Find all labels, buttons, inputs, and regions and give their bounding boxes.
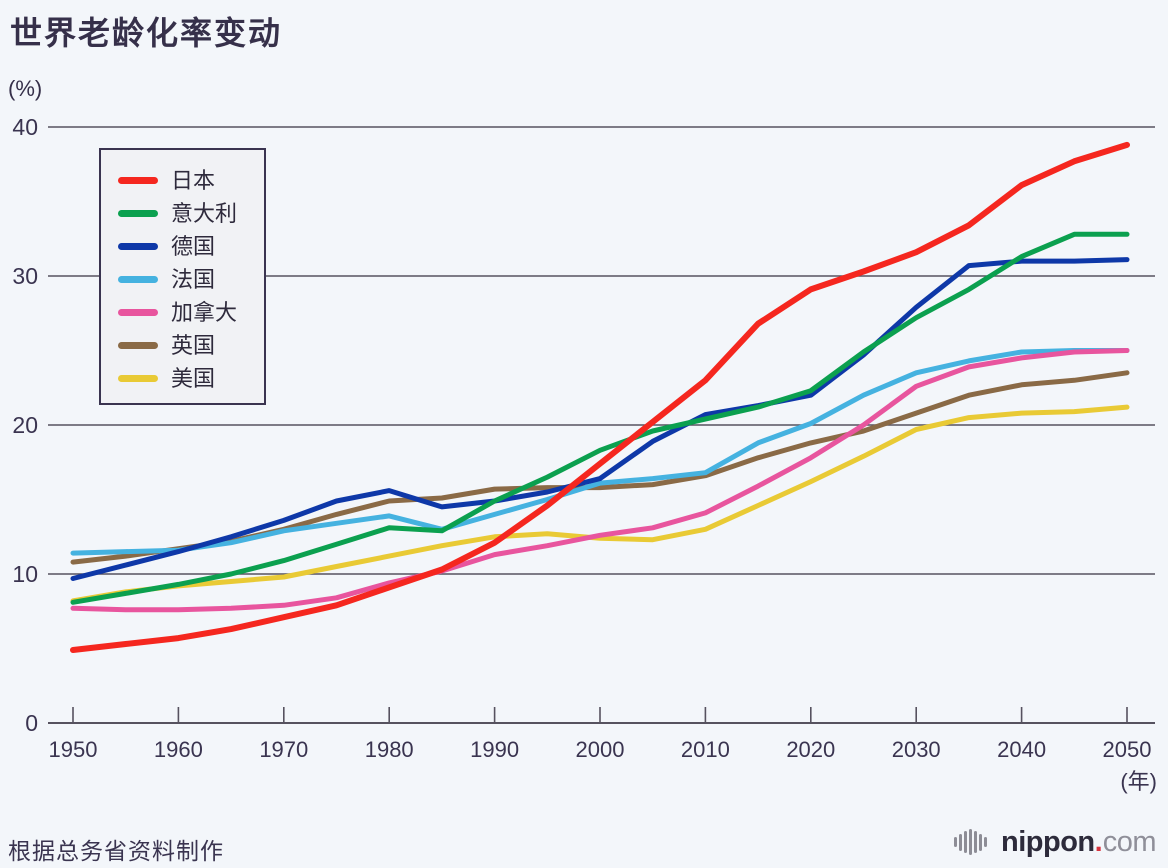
legend-item-uk: 英国 — [101, 329, 264, 362]
legend-item-germany: 德国 — [101, 230, 264, 263]
legend-item-japan: 日本 — [101, 164, 264, 197]
series-line-usa — [70, 404, 1130, 604]
x-tick-label: 2020 — [786, 737, 835, 762]
legend-item-canada: 加拿大 — [101, 296, 264, 329]
y-tick-label: 20 — [12, 412, 38, 438]
page-title: 世界老龄化率变动 — [10, 15, 283, 51]
x-tick-label: 2000 — [576, 737, 625, 762]
legend-label-uk: 英国 — [171, 332, 216, 358]
y-tick-label: 40 — [12, 114, 38, 140]
logo-text: nippon.com — [1001, 825, 1157, 858]
x-tick-label: 1960 — [154, 737, 203, 762]
legend-label-germany: 德国 — [171, 233, 216, 259]
chart-legend: 日本意大利德国法国加拿大英国美国 — [99, 148, 266, 405]
y-tick-label: 30 — [12, 263, 38, 289]
legend-label-usa: 美国 — [171, 365, 216, 391]
x-tick-label: 1980 — [365, 737, 414, 762]
legend-label-japan: 日本 — [171, 167, 216, 193]
y-tick-label: 10 — [12, 561, 38, 587]
legend-swatch-uk — [118, 342, 158, 349]
legend-label-italy: 意大利 — [171, 200, 238, 226]
legend-item-italy: 意大利 — [101, 197, 264, 230]
series-line-germany — [70, 257, 1130, 581]
series-line-japan — [70, 141, 1130, 653]
y-tick-label: 0 — [25, 710, 38, 736]
nippon-logo: nippon.com — [954, 824, 1157, 860]
x-tick-label: 2050 — [1103, 737, 1152, 762]
series-line-france — [70, 348, 1130, 556]
striped-globe-icon — [954, 824, 989, 860]
y-axis-unit-label: (%) — [8, 76, 43, 101]
legend-label-france: 法国 — [171, 266, 216, 292]
x-axis-unit-label: (年) — [1120, 769, 1157, 794]
x-tick-label: 2040 — [997, 737, 1046, 762]
legend-item-usa: 美国 — [101, 362, 264, 395]
legend-label-canada: 加拿大 — [171, 299, 238, 325]
x-tick-label: 2010 — [681, 737, 730, 762]
x-tick-label: 1970 — [259, 737, 308, 762]
x-tick-label: 1990 — [470, 737, 519, 762]
legend-swatch-canada — [118, 309, 158, 316]
x-tick-label: 2030 — [892, 737, 941, 762]
x-tick-label: 1950 — [49, 737, 98, 762]
series-line-canada — [70, 348, 1130, 613]
legend-item-france: 法国 — [101, 263, 264, 296]
legend-swatch-japan — [118, 177, 158, 184]
series-line-italy — [70, 231, 1130, 605]
legend-swatch-usa — [118, 375, 158, 382]
legend-swatch-italy — [118, 210, 158, 217]
source-note: 根据总务省资料制作 — [8, 838, 224, 864]
legend-swatch-france — [118, 276, 158, 283]
legend-swatch-germany — [118, 243, 158, 250]
